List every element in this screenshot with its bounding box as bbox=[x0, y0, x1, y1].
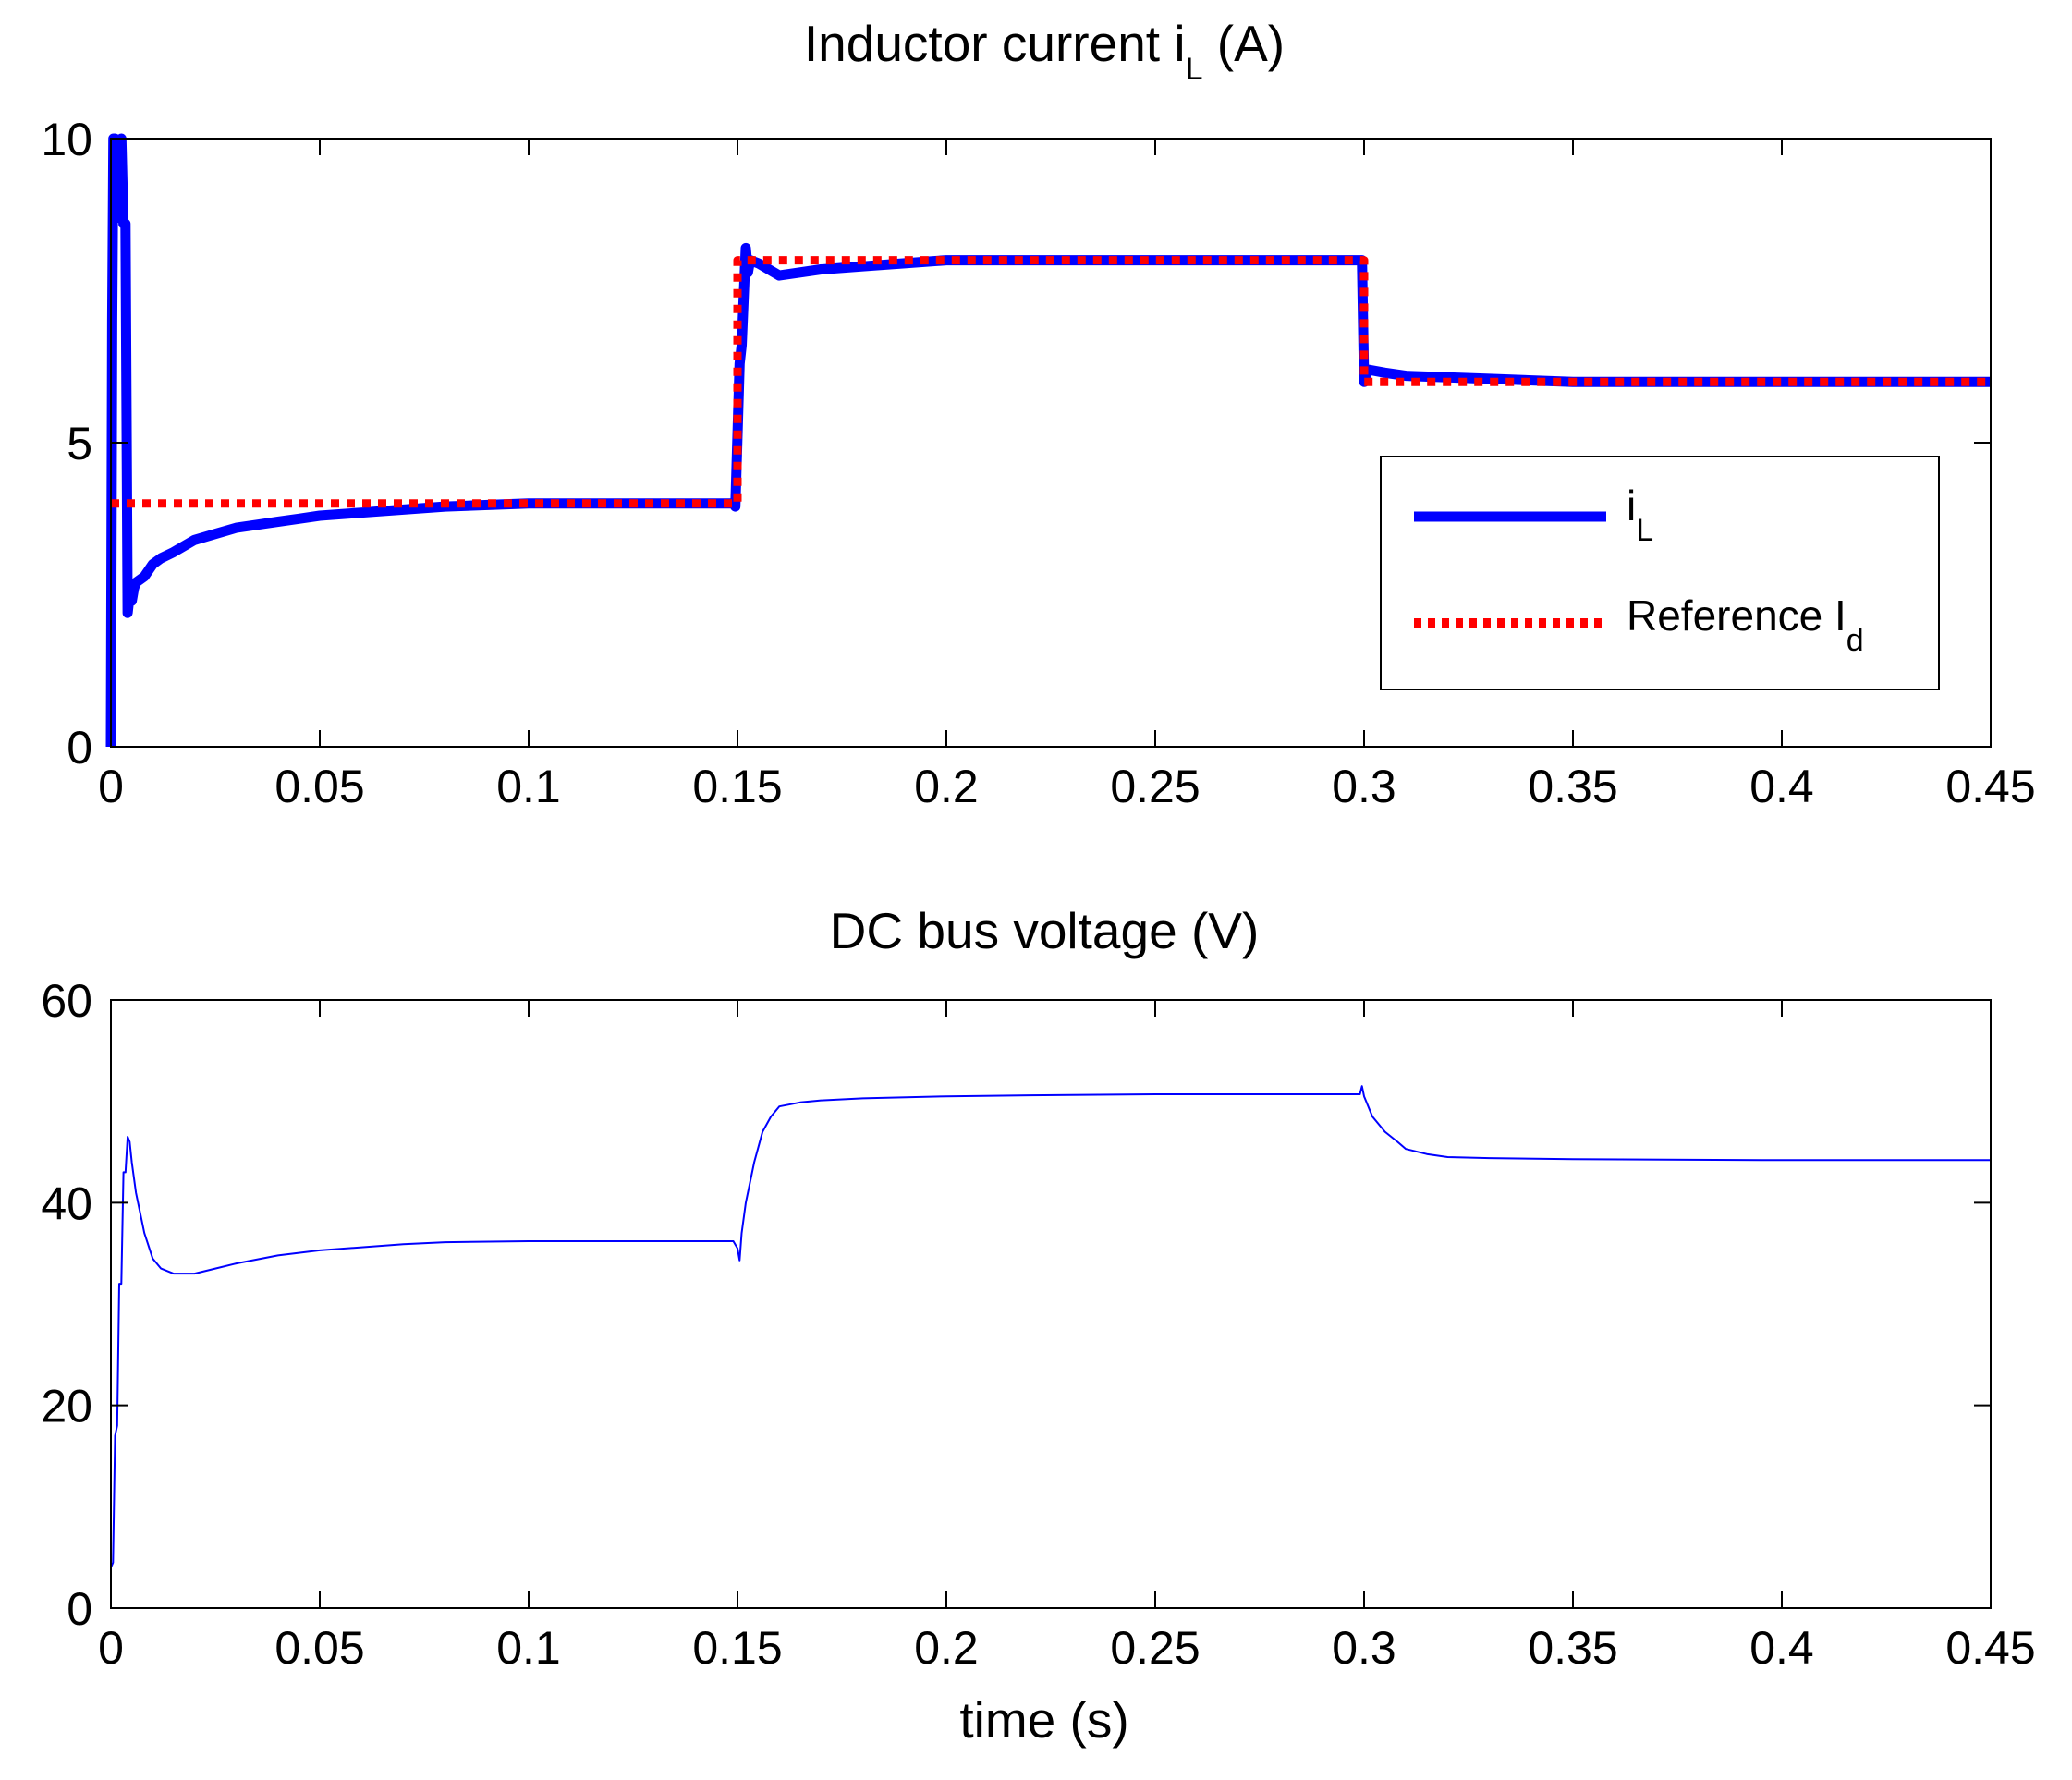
chart1-ytick-label: 0 bbox=[67, 722, 92, 774]
chart1-xtick-label: 0.15 bbox=[692, 761, 782, 812]
chart1-xtick-label: 0.25 bbox=[1110, 761, 1200, 812]
chart2-xtick-label: 0.2 bbox=[914, 1622, 979, 1674]
chart1-ticks: 0 0.05 0.1 0.15 0.2 0.25 0.3 0.35 0.4 0.45 0 5 10 bbox=[41, 114, 2035, 812]
chart2-xtick-label: 0.15 bbox=[692, 1622, 782, 1674]
chart2-xtick-label: 0.35 bbox=[1528, 1622, 1617, 1674]
chart2-xtick-label: 0.1 bbox=[496, 1622, 561, 1674]
legend-label-reference: Reference Id bbox=[1627, 591, 1864, 658]
chart2-series-group bbox=[110, 1085, 1991, 1568]
chart2-ytick-label: 60 bbox=[41, 975, 92, 1027]
chart2-xtick-label: 0.25 bbox=[1110, 1622, 1200, 1674]
chart2-ytick-label: 40 bbox=[41, 1177, 92, 1229]
chart2-axes-box bbox=[110, 999, 1992, 1609]
chart2-xtick-label: 0.45 bbox=[1945, 1622, 2035, 1674]
chart1-xtick-label: 0.4 bbox=[1749, 761, 1814, 812]
chart2-xtick-label: 0 bbox=[98, 1622, 124, 1674]
inductor-current-chart: Inductor current iL (A) 0 0.05 0.1 0.15 0.2 0… bbox=[41, 15, 2035, 812]
chart1-xtick-label: 0.1 bbox=[496, 761, 561, 812]
chart1-xtick-label: 0.35 bbox=[1528, 761, 1617, 812]
chart1-xtick-label: 0.2 bbox=[914, 761, 979, 812]
chart2-xtick-label: 0.4 bbox=[1749, 1622, 1814, 1674]
chart2-title: DC bus voltage (V) bbox=[830, 902, 1260, 959]
chart1-series-reference-line bbox=[111, 256, 1991, 508]
chart1-xtick-label: 0.45 bbox=[1945, 761, 2035, 812]
chart1-title-subscript: L bbox=[1186, 52, 1203, 87]
legend-box bbox=[1380, 456, 1940, 690]
dc-bus-voltage-chart: DC bus voltage (V) 0 0.05 0.1 0.15 0.2 0.25 0.… bbox=[41, 902, 2035, 1749]
chart2-ytick-label: 20 bbox=[41, 1381, 92, 1433]
chart2-xtick-label: 0.05 bbox=[274, 1622, 364, 1674]
chart2-series-measured-line bbox=[110, 1085, 1991, 1568]
chart1-xtick-label: 0.3 bbox=[1332, 761, 1396, 812]
legend-label-il: iL bbox=[1627, 482, 1653, 548]
chart2-ticks: 0 0.05 0.1 0.15 0.2 0.25 0.3 0.35 0.4 0.45 0 20 40 60 bbox=[41, 975, 2035, 1674]
chart1-xtick-label: 0 bbox=[98, 761, 124, 812]
chart1-xtick-label: 0.05 bbox=[274, 761, 364, 812]
chart1-ytick-label: 10 bbox=[41, 114, 92, 165]
chart1-title-suffix: (A) bbox=[1203, 15, 1286, 72]
chart1-ytick-label: 5 bbox=[67, 418, 92, 469]
chart1-legend: iL Reference Id bbox=[1380, 456, 1940, 690]
chart1-series-group bbox=[105, 133, 1991, 748]
chart2-xlabel: time (s) bbox=[959, 1691, 1128, 1749]
chart1-title: Inductor current iL (A) bbox=[804, 15, 1285, 87]
chart2-xtick-label: 0.3 bbox=[1332, 1622, 1396, 1674]
chart1-title-main: Inductor current i bbox=[804, 15, 1186, 72]
chart2-ytick-label: 0 bbox=[67, 1583, 92, 1635]
